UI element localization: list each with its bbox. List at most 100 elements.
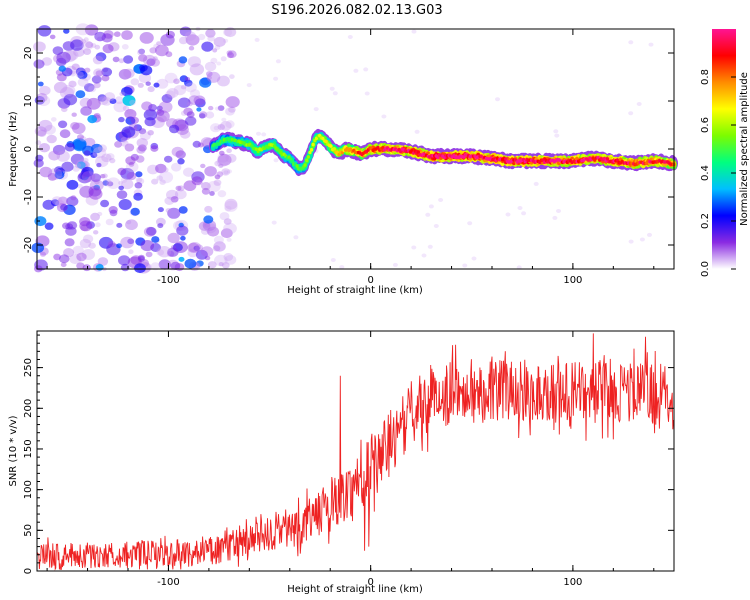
noise-blob (226, 237, 232, 242)
colorbar-ticks: 0.0 0.2 0.4 0.6 0.8 (700, 69, 736, 277)
noise-blob (204, 222, 211, 228)
noise-blob (628, 40, 634, 45)
noise-blob (72, 245, 84, 256)
noise-blob (36, 93, 48, 103)
noise-blob (130, 116, 139, 124)
noise-blob (216, 75, 230, 87)
noise-blob (156, 249, 165, 256)
colorbar: 0.0 0.2 0.4 0.6 0.8 Normalized spectral ampl… (700, 29, 750, 277)
noise-blob (150, 145, 159, 152)
y-tick-label: 0 (23, 146, 34, 152)
x-tick-label: 0 (367, 577, 373, 588)
noise-blob (102, 178, 112, 187)
noise-blob (193, 245, 200, 251)
noise-blob (101, 153, 112, 163)
noise-blob (505, 212, 511, 217)
noise-blob (134, 182, 143, 189)
noise-blob (205, 111, 215, 119)
noise-blob (167, 232, 180, 244)
noise-blob (223, 222, 237, 235)
noise-blob (113, 101, 127, 113)
noise-blob (151, 178, 159, 185)
noise-blob (438, 198, 444, 202)
noise-blob (204, 223, 217, 234)
noise-blob (175, 150, 186, 159)
noise-blob (364, 91, 370, 96)
noise-blob (213, 179, 222, 186)
noise-blob (121, 126, 136, 138)
noise-blob (160, 33, 175, 46)
noise-blob (138, 72, 152, 84)
noise-blob (44, 124, 56, 135)
noise-blob (201, 182, 211, 191)
noise-blob (150, 142, 159, 150)
noise-blob (206, 71, 221, 83)
noise-blob (51, 117, 57, 122)
noise-blob (533, 181, 539, 186)
noise-blob (33, 59, 45, 69)
noise-blob (212, 48, 218, 53)
noise-blob (120, 139, 129, 147)
snr-x-label: Height of straight line (km) (287, 584, 423, 595)
noise-blob (421, 253, 427, 258)
noise-blob (148, 104, 158, 112)
noise-blob (121, 86, 133, 97)
noise-blob (85, 194, 99, 206)
noise-blob (179, 75, 189, 83)
noise-blob (76, 161, 86, 169)
noise-blob (124, 109, 137, 119)
noise-blob (121, 30, 133, 40)
noise-blob (195, 179, 203, 186)
noise-blob (100, 174, 106, 179)
x-tick-label: -100 (157, 275, 180, 286)
noise-blob (178, 206, 188, 214)
noise-blob (77, 171, 92, 184)
noise-blob (90, 152, 98, 159)
y-tick-label: 0 (23, 568, 34, 574)
noise-blob (167, 207, 181, 219)
noise-blob (339, 265, 345, 270)
colorbar-tick-label: 0.2 (700, 213, 711, 229)
noise-blob (191, 171, 205, 183)
noise-blob (158, 259, 171, 270)
noise-blob (102, 44, 114, 54)
noise-blob (185, 116, 197, 126)
colorbar-label: Normalized spectral amplitude (739, 72, 750, 226)
noise-blob (648, 42, 654, 47)
noise-blob (216, 171, 224, 177)
noise-blob (221, 168, 231, 176)
noise-blob (165, 208, 172, 213)
noise-blob (98, 144, 107, 152)
noise-blob (164, 72, 178, 84)
noise-blob (147, 164, 159, 175)
noise-blob (88, 85, 97, 93)
noise-blob (207, 35, 215, 42)
noise-blob (200, 163, 206, 169)
ridge-mark (324, 139, 328, 144)
noise-blob (225, 107, 235, 116)
noise-blob (60, 204, 68, 211)
noise-blob (125, 156, 136, 165)
noise-blob (228, 106, 236, 113)
noise-blob (138, 128, 147, 135)
noise-blob (97, 211, 103, 217)
noise-blob (433, 224, 439, 228)
colorbar-tick-label: 0.8 (700, 69, 711, 85)
noise-blob (214, 160, 222, 167)
noise-blob (104, 92, 116, 102)
snr-frame (36, 330, 675, 572)
noise-blob (72, 138, 87, 151)
noise-blob (138, 144, 147, 152)
noise-blob (96, 162, 102, 168)
noise-blob (187, 56, 201, 68)
noise-blob (179, 129, 191, 139)
noise-blob (184, 258, 197, 269)
noise-blob (93, 112, 101, 119)
noise-blob (217, 154, 232, 166)
noise-blob (143, 109, 158, 121)
noise-blob (425, 212, 431, 217)
noise-blob (207, 180, 221, 193)
noise-blob (196, 260, 204, 267)
noise-blob (86, 221, 95, 229)
